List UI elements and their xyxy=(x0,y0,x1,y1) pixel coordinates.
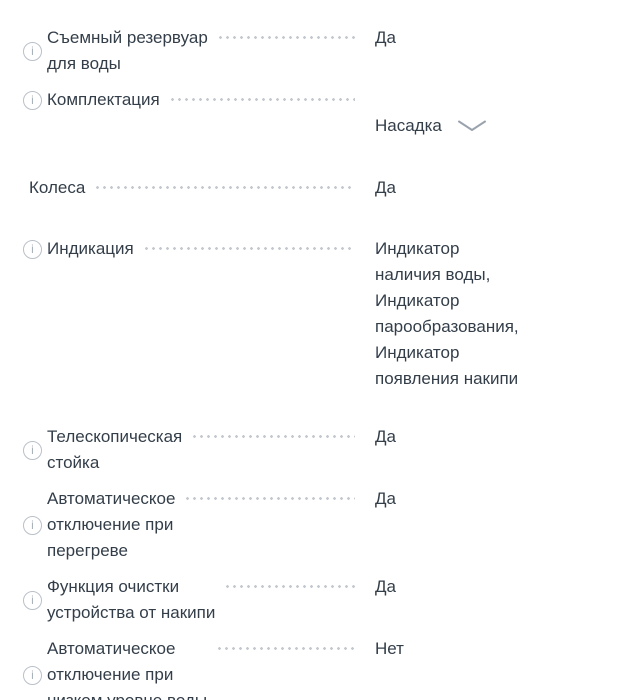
spec-value-text: Насадка xyxy=(375,116,442,135)
dotted-leader xyxy=(168,98,355,101)
dotted-leader xyxy=(216,36,355,39)
spec-row-left: i Телескопическая стойка xyxy=(23,424,182,476)
spec-value: Да xyxy=(375,427,396,446)
spec-row: i Автоматическое отключение при перегрев… xyxy=(23,486,643,564)
spec-label: Колеса xyxy=(29,178,86,197)
info-icon[interactable]: i xyxy=(23,515,42,535)
spec-row-left: i Автоматическое отключение при перегрев… xyxy=(23,486,175,564)
spec-label: Съемный резервуар для воды xyxy=(47,28,208,73)
spec-row-left: i Автоматическое отключение при низком у… xyxy=(23,636,207,700)
spec-row: i Индикация Индикатор наличия воды, Инди… xyxy=(23,236,643,392)
spec-row: i Съемный резервуар для воды Да xyxy=(23,25,643,77)
spec-value: Да xyxy=(375,489,396,508)
dotted-leader xyxy=(216,647,355,650)
spec-label: Функция очистки устройства от накипи xyxy=(47,577,216,622)
chevron-down-icon[interactable] xyxy=(457,114,487,140)
info-icon[interactable]: i xyxy=(23,239,42,259)
spec-value: Насадка xyxy=(375,87,643,140)
spec-label: Автоматическое отключение при низком уро… xyxy=(47,639,207,700)
spec-row-left: i Функция очистки устройства от накипи xyxy=(23,574,215,626)
spec-value: Да xyxy=(375,178,396,197)
info-icon[interactable]: i xyxy=(23,665,42,685)
spec-row-left: i Комплектация xyxy=(23,87,160,113)
spec-label: Автоматическое отключение при перегреве xyxy=(47,489,176,560)
spec-label: Комплектация xyxy=(47,90,160,109)
spec-row: i Комплектация Насадка xyxy=(23,87,643,140)
spec-value: Нет xyxy=(375,639,404,658)
spec-row: i Телескопическая стойка Да xyxy=(23,424,643,476)
spec-row: i Автоматическое отключение при низком у… xyxy=(23,636,643,700)
spec-value: Да xyxy=(375,28,396,47)
spec-label: Индикация xyxy=(47,239,134,258)
dotted-leader xyxy=(184,497,355,500)
dotted-leader xyxy=(142,247,355,250)
dotted-leader xyxy=(224,585,355,588)
spec-row: Колеса Да xyxy=(23,175,643,201)
spec-value: Индикатор наличия воды, Индикатор парооб… xyxy=(375,239,519,388)
spec-value: Да xyxy=(375,577,396,596)
dotted-leader xyxy=(191,435,355,438)
spec-label: Телескопическая стойка xyxy=(47,427,183,472)
info-icon[interactable]: i xyxy=(23,41,42,61)
dotted-leader xyxy=(94,186,355,189)
info-icon[interactable]: i xyxy=(23,440,42,460)
spec-row-left: Колеса xyxy=(23,175,85,201)
spec-row-left: i Индикация xyxy=(23,236,134,262)
info-icon[interactable]: i xyxy=(23,590,42,610)
info-icon[interactable]: i xyxy=(23,90,42,110)
spec-row: i Функция очистки устройства от накипи Д… xyxy=(23,574,643,626)
spec-row-left: i Съемный резервуар для воды xyxy=(23,25,208,77)
